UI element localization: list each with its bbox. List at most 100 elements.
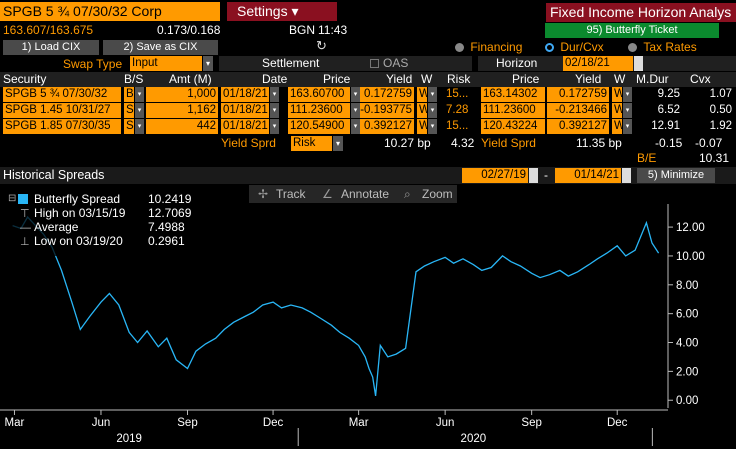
radio-tax-rates[interactable]: Tax Rates — [628, 40, 697, 55]
be-label: B/E — [637, 151, 657, 165]
risk-dropdown-icon[interactable]: ▾ — [333, 136, 343, 151]
y-tick-label: 4.00 — [676, 338, 698, 350]
w-dropdown-icon[interactable]: ▾ — [428, 103, 437, 118]
x-tick-label: Mar — [349, 417, 369, 429]
track-button[interactable]: Track — [276, 187, 307, 201]
swap-type-select[interactable]: Input — [130, 56, 202, 71]
cell-bs[interactable]: B — [124, 87, 134, 102]
start-calendar-icon[interactable] — [529, 168, 538, 183]
cell-security[interactable]: SPGB 1.85 07/30/35 — [3, 119, 121, 134]
cell-bs[interactable]: S — [124, 119, 134, 134]
price-dropdown-icon[interactable]: ▾ — [351, 119, 360, 134]
cell-cvx: 1.07 — [709, 88, 732, 100]
cell-h-w[interactable]: W — [612, 119, 622, 134]
cell-w[interactable]: W — [417, 87, 427, 102]
cell-security[interactable]: SPGB 1.45 10/31/27 — [3, 103, 121, 118]
end-calendar-icon[interactable] — [622, 168, 631, 183]
cell-date[interactable]: 01/18/21 — [221, 103, 269, 118]
cell-security[interactable]: SPGB 5 ¾ 07/30/32 — [3, 87, 121, 102]
radio-tax-rates-label: Tax Rates — [643, 40, 697, 54]
w-dropdown-icon[interactable]: ▾ — [428, 119, 437, 134]
cell-h-price[interactable]: 111.23600 — [481, 103, 545, 118]
hw-dropdown-icon[interactable]: ▾ — [623, 119, 632, 134]
y-tick-label: 8.00 — [676, 280, 698, 292]
risk-select[interactable]: Risk — [291, 136, 332, 151]
date-range-dash: - — [544, 168, 548, 182]
price-dropdown-icon[interactable]: ▾ — [351, 87, 360, 102]
settings-menu[interactable]: Settings ▾ — [227, 2, 337, 21]
cell-w[interactable]: W — [417, 119, 427, 134]
radio-dur-cvx[interactable]: Dur/Cvx — [545, 40, 604, 55]
cell-yield[interactable]: -0.193775 — [352, 103, 414, 118]
annotate-button[interactable]: Annotate — [341, 187, 389, 201]
spreads-end-date[interactable]: 01/14/21 — [555, 168, 621, 183]
cell-h-yield[interactable]: 0.392127 — [547, 119, 609, 134]
cell-h-price[interactable]: 120.43224 — [481, 119, 545, 134]
col-security: Security — [3, 72, 47, 86]
minimize-button[interactable]: 5) Minimize — [637, 168, 715, 183]
cell-h-price[interactable]: 163.14302 — [481, 87, 545, 102]
cell-h-yield[interactable]: 0.172759 — [547, 87, 609, 102]
date-calendar-icon[interactable]: ▾ — [270, 103, 279, 118]
table-row: SPGB 1.45 10/31/27 S 1,162 01/18/21 111.2360… — [0, 103, 736, 119]
w-dropdown-icon[interactable]: ▾ — [428, 87, 437, 102]
annotate-icon[interactable]: ∠ — [322, 187, 333, 201]
bs-dropdown-icon[interactable]: ▾ — [135, 87, 144, 102]
legend-expand-icon[interactable]: ⊟ — [8, 193, 16, 204]
cell-date[interactable]: 01/18/21 — [221, 87, 269, 102]
bs-dropdown-icon[interactable]: ▾ — [135, 103, 144, 118]
horizon-date-input[interactable]: 02/18/21 — [563, 56, 633, 71]
hw-dropdown-icon[interactable]: ▾ — [623, 87, 632, 102]
cell-price[interactable]: 163.60700 — [288, 87, 350, 102]
spreads-start-date[interactable]: 02/27/19 — [462, 168, 528, 183]
load-cix-button[interactable]: 1) Load CIX — [3, 40, 99, 55]
security-ticker[interactable]: SPGB 5 ¾ 07/30/32 Corp — [0, 2, 220, 21]
cell-amt[interactable]: 1,162 — [146, 103, 218, 118]
butterfly-ticket-button[interactable]: 95) Butterfly Ticket — [545, 23, 719, 38]
cell-date[interactable]: 01/18/21 — [221, 119, 269, 134]
spread-chart[interactable]: ✢ Track ∠ Annotate ⌕ Zoom 12.00 10.00 8.00… — [0, 184, 736, 449]
cell-amt[interactable]: 442 — [146, 119, 218, 134]
spreads-header: Historical Spreads — [0, 167, 736, 184]
cell-price[interactable]: 120.54900 — [288, 119, 350, 134]
legend-avg-value: 7.4988 — [148, 220, 185, 234]
bs-dropdown-icon[interactable]: ▾ — [135, 119, 144, 134]
table-header: Security B/S Amt (M) Date Price Yield W … — [0, 72, 736, 87]
zoom-button[interactable]: Zoom — [422, 187, 453, 201]
cell-w[interactable]: W — [417, 103, 427, 118]
save-cix-button[interactable]: 2) Save as CIX — [103, 40, 218, 55]
track-icon[interactable]: ✢ — [258, 187, 268, 201]
price-dropdown-icon[interactable]: ▾ — [351, 103, 360, 118]
x-tick-label: Mar — [5, 417, 25, 429]
butterfly-spread-line — [12, 215, 660, 396]
radio-financing[interactable]: Financing — [455, 40, 522, 55]
cell-mdur: 6.52 — [657, 104, 680, 116]
refresh-icon[interactable]: ↻ — [316, 38, 327, 53]
zoom-icon[interactable]: ⌕ — [404, 187, 411, 201]
chart-legend: ⊟ Butterfly Spread 10.2419 ⊤ High on 03/… — [0, 190, 200, 256]
horizon-calendar-icon[interactable] — [634, 56, 643, 71]
oas-checkbox[interactable] — [370, 59, 379, 68]
cell-h-w[interactable]: W — [612, 87, 622, 102]
legend-low-value: 0.2961 — [148, 234, 185, 248]
cell-yield[interactable]: 0.172759 — [352, 87, 414, 102]
col-h-price: Price — [512, 72, 540, 86]
chart-tools-bar — [249, 185, 457, 203]
swap-type-label: Swap Type — [63, 57, 123, 71]
cell-bs[interactable]: S — [124, 103, 134, 118]
hw-dropdown-icon[interactable]: ▾ — [623, 103, 632, 118]
cell-h-yield[interactable]: -0.213466 — [547, 103, 609, 118]
swap-type-dropdown-icon[interactable]: ▾ — [203, 56, 213, 71]
date-calendar-icon[interactable]: ▾ — [270, 87, 279, 102]
x-year-label: 2019 — [116, 433, 142, 445]
cell-amt[interactable]: 1,000 — [146, 87, 218, 102]
cell-h-w[interactable]: W — [612, 103, 622, 118]
col-mdur: M.Dur — [636, 72, 669, 86]
cell-price[interactable]: 111.23600 — [288, 103, 350, 118]
x-tick-label: Dec — [263, 417, 284, 429]
y-tick-label: 6.00 — [676, 309, 698, 321]
chart-tools: ✢ Track ∠ Annotate ⌕ Zoom — [249, 185, 457, 203]
settlement-header: Settlement OAS — [219, 56, 472, 71]
date-calendar-icon[interactable]: ▾ — [270, 119, 279, 134]
cell-yield[interactable]: 0.392127 — [352, 119, 414, 134]
